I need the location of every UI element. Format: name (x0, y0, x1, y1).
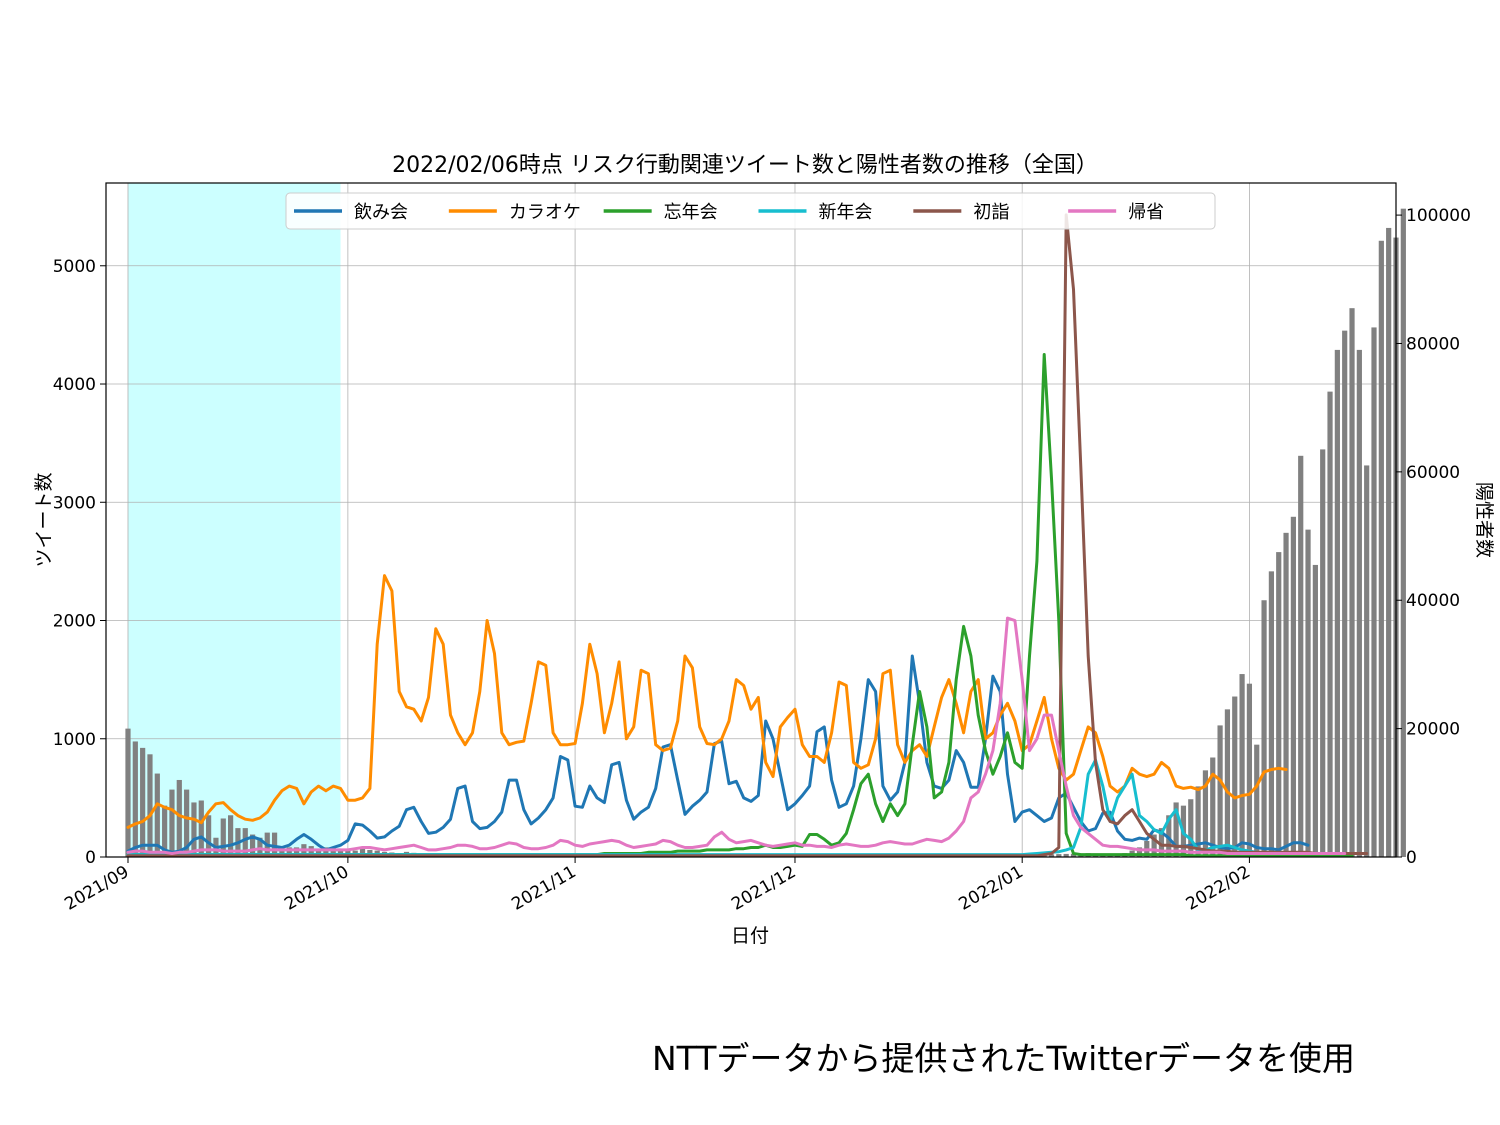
y2-tick-label: 80000 (1406, 334, 1460, 354)
bar-positive-cases (1283, 532, 1289, 857)
bar-positive-cases (198, 800, 204, 857)
bar-positive-cases (1048, 854, 1055, 857)
bar-positive-cases (140, 747, 146, 857)
bar-positive-cases (184, 789, 190, 857)
legend-label: 帰省 (1128, 202, 1164, 223)
bar-positive-cases (1136, 847, 1143, 857)
bar-positive-cases (279, 847, 285, 857)
bar-positive-cases (337, 848, 344, 857)
bar-positive-cases (1239, 674, 1245, 857)
bar-positive-cases (1276, 552, 1282, 857)
bar-positive-cases (1195, 786, 1201, 857)
bar-positive-cases (1166, 815, 1172, 857)
bar-positive-cases (1210, 757, 1216, 857)
bar-positive-cases (1224, 709, 1231, 857)
bar-positive-cases (359, 848, 366, 857)
y-tick-label: 4000 (53, 375, 96, 395)
bar-positive-cases (228, 815, 234, 857)
bar-positive-cases (1217, 725, 1223, 857)
y2-tick-label: 20000 (1406, 720, 1460, 740)
y-tick-label: 1000 (53, 730, 96, 750)
tweet-lines (126, 213, 1369, 858)
bar-positive-cases (1312, 564, 1318, 857)
y2-tick-label: 60000 (1406, 463, 1460, 483)
x-axis-label: 日付 (731, 925, 769, 947)
bar-positive-cases (1056, 854, 1062, 857)
bar-positive-cases (125, 728, 131, 857)
y2-axis-label: 陽性者数 (1473, 482, 1495, 558)
bar-positive-cases (308, 846, 314, 857)
bar-positive-cases (206, 815, 212, 857)
bar-positive-cases (1261, 600, 1267, 857)
bar-positive-cases (1063, 853, 1069, 857)
bar-positive-cases (1188, 799, 1194, 857)
y-tick-label: 5000 (53, 257, 96, 277)
legend-label: 飲み会 (354, 202, 408, 223)
bar-positive-cases (1305, 529, 1311, 857)
y-tick-label: 2000 (53, 612, 96, 632)
bar-positive-cases (1327, 391, 1333, 857)
bar-positive-cases (293, 847, 300, 857)
bar-positive-cases (176, 779, 182, 857)
bar-positive-cases (1371, 327, 1377, 857)
bar-positive-cases (271, 832, 278, 857)
bar-positive-cases (249, 834, 256, 857)
series-line-6 (126, 616, 1347, 855)
data-credit: NTTデータから提供されたTwitterデータを使用 (652, 1039, 1356, 1078)
bar-positive-cases (132, 741, 138, 857)
bar-positive-cases (1290, 516, 1296, 857)
y2-tick-label: 100000 (1406, 206, 1471, 226)
bar-positive-cases (1386, 227, 1392, 857)
bar-positive-cases (1334, 349, 1340, 857)
bar-positive-cases (330, 847, 336, 857)
y-tick-label: 0 (85, 848, 96, 868)
bar-positive-cases (242, 828, 248, 857)
bar-positive-cases (1254, 744, 1260, 857)
legend: 飲み会 カラオケ 忘年会 新年会 初詣 帰省 (285, 192, 1216, 230)
bar-positive-cases (1268, 571, 1274, 857)
y-axis-label: ツイート数 (33, 472, 55, 567)
bar-positive-cases (169, 789, 175, 857)
bar-positive-cases (1378, 240, 1384, 857)
bar-positive-cases (1349, 308, 1355, 858)
bar-positive-cases (1232, 696, 1238, 857)
bar-positive-cases (286, 847, 292, 857)
shaded-period (127, 183, 341, 857)
y-axis-left: 0 1000 2000 3000 4000 5000 (53, 257, 106, 868)
bar-positive-cases (323, 847, 329, 857)
bar-positive-cases (1173, 802, 1179, 857)
bar-positive-cases (1400, 208, 1406, 857)
bar-positive-cases (1070, 853, 1077, 857)
bar-positive-cases (1151, 834, 1157, 857)
bar-positive-cases (220, 818, 226, 857)
legend-label: カラオケ (509, 202, 581, 223)
y-tick-label: 3000 (53, 493, 96, 513)
bar-positive-cases (1320, 449, 1326, 857)
bar-positive-cases (191, 802, 197, 857)
bar-positive-cases (1158, 828, 1165, 857)
legend-label: 忘年会 (664, 202, 718, 223)
legend-label: 初詣 (973, 202, 1009, 223)
legend-label: 新年会 (819, 202, 873, 223)
bar-positive-cases (162, 805, 168, 857)
y-axis-right: 0 20000 40000 60000 80000 100000 (1396, 206, 1471, 868)
plot-frame (105, 182, 1397, 858)
bar-positive-cases (147, 754, 153, 857)
series-line-5 (126, 213, 1369, 858)
bar-positive-cases (1298, 455, 1304, 857)
bar-positive-cases (1202, 770, 1209, 857)
bar-positive-cases (1342, 330, 1348, 858)
bar-positive-cases (1364, 465, 1370, 857)
bar-positive-cases (154, 773, 160, 857)
y2-tick-label: 0 (1406, 848, 1417, 868)
bar-positive-cases (1246, 683, 1253, 857)
chart-title: 2022/02/06時点 リスク行動関連ツイート数と陽性者数の推移（全国） (392, 153, 1098, 178)
legend-box (285, 192, 1216, 230)
y2-tick-label: 40000 (1406, 591, 1460, 611)
bar-positive-cases (1356, 349, 1362, 857)
